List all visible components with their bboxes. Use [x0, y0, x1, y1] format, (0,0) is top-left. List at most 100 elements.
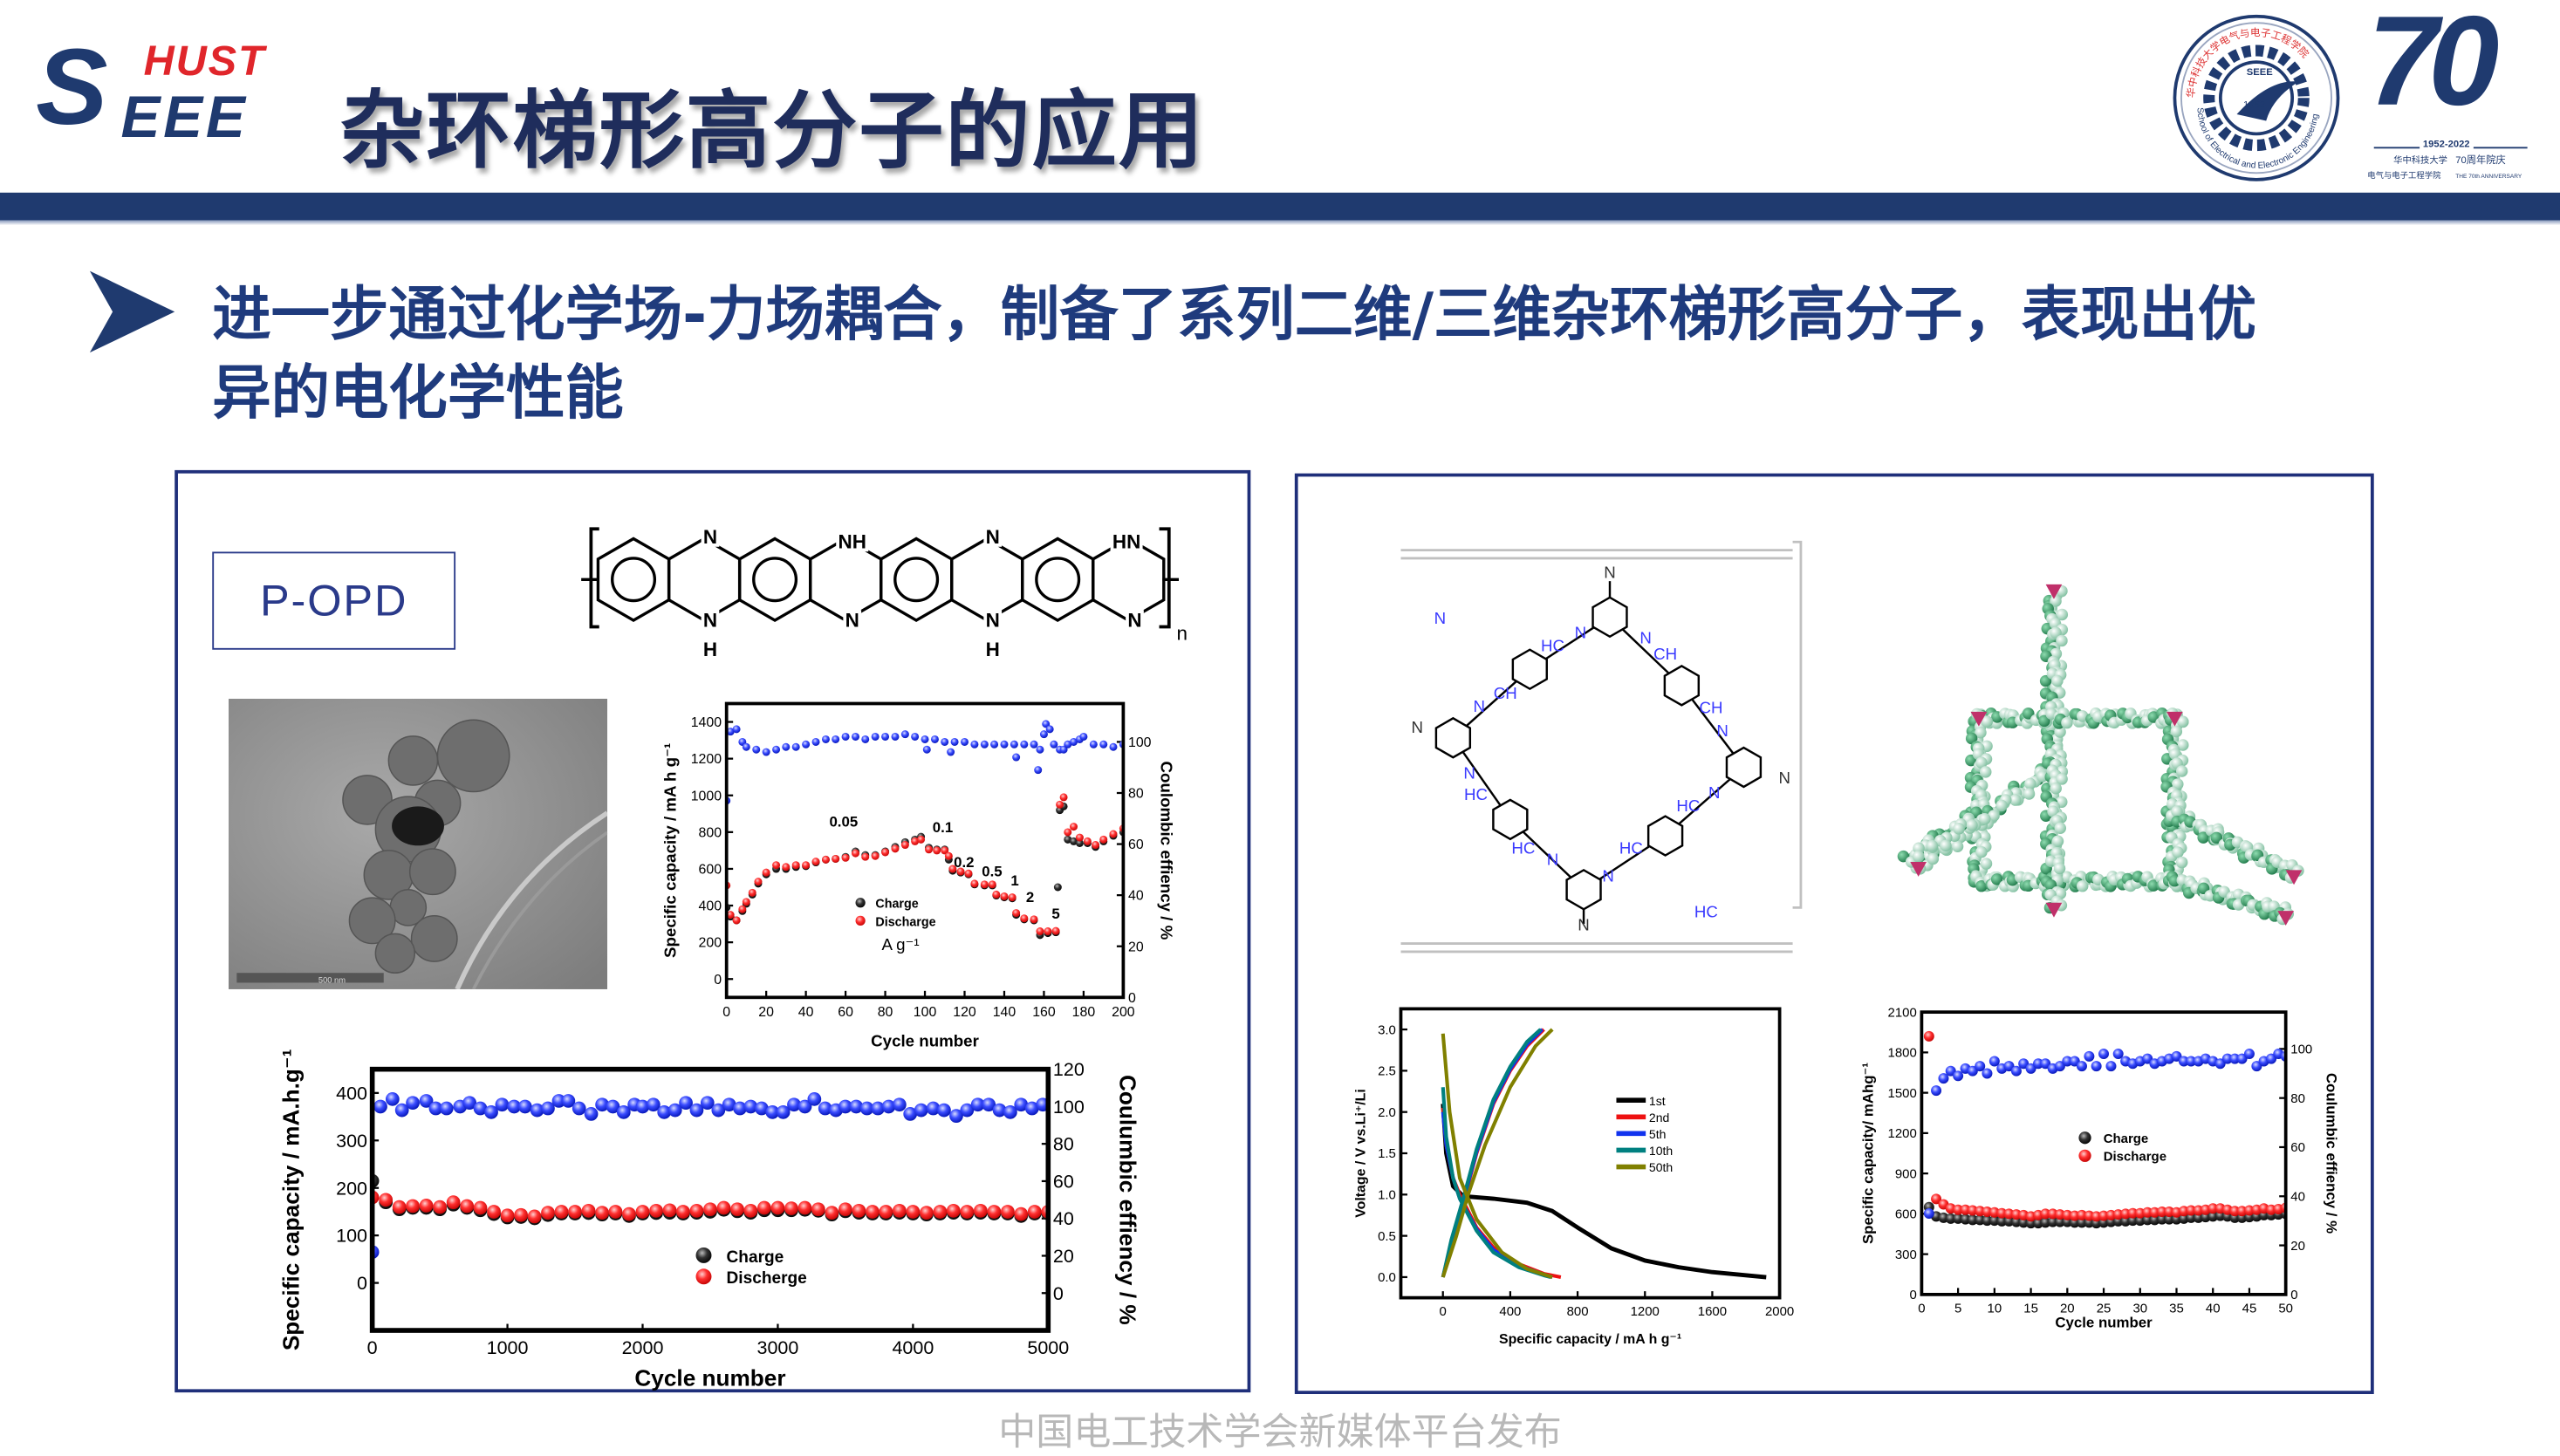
- anniversary-years: 1952-2022: [2420, 140, 2474, 153]
- atom: [2171, 805, 2183, 817]
- x-tick-label: 2000: [1765, 1304, 1794, 1319]
- data-point-charge: [2186, 1212, 2197, 1223]
- data-point-discharge: [1064, 828, 1072, 837]
- atom: [1975, 879, 1988, 892]
- data-point-discherge: [730, 1202, 744, 1217]
- data-point-discharge: [1000, 892, 1009, 900]
- x-tick-label: 1600: [1698, 1304, 1727, 1319]
- y2-tick-label: 120: [1053, 1059, 1085, 1080]
- atom-label: HC: [1619, 839, 1643, 858]
- atom: [2175, 765, 2188, 777]
- data-point-discherge: [1014, 1206, 1029, 1221]
- data-point-discharge: [1036, 927, 1044, 936]
- atom: [2051, 674, 2064, 687]
- atom: [2038, 714, 2050, 728]
- benzene-ring: [1591, 596, 1628, 639]
- atom-label: N: [1778, 769, 1790, 787]
- data-point-coulombic-efficiency: [679, 1096, 693, 1111]
- atom-label: N: [1578, 916, 1590, 934]
- y2-tick-label: 100: [1128, 735, 1152, 750]
- data-point-coulombic-efficiency: [2186, 1056, 2197, 1067]
- benzene-ring: [1646, 815, 1684, 857]
- data-point-discherge: [622, 1206, 636, 1221]
- chart-2: 0 400 800 1200 1600 2000 0.0 0.5 1.0 1.5 2.0 2.5 3.0…: [1353, 1007, 1794, 1347]
- data-point-coulombic-efficiency: [1014, 1097, 1029, 1112]
- x-tick-label: 80: [878, 1005, 893, 1020]
- y2-tick-label: 40: [1128, 889, 1144, 904]
- data-point-discherge: [392, 1200, 407, 1214]
- data-point-coulombic-efficiency: [2178, 1056, 2189, 1067]
- polymer-structure: N NH N HN N N N N H H n: [581, 523, 1188, 660]
- data-point-discharge: [980, 880, 989, 889]
- data-point-coulombic-efficiency: [950, 737, 959, 746]
- data-point-coulombic-efficiency: [1975, 1061, 1986, 1072]
- atom-label: N: [845, 610, 859, 632]
- atom-label: CH: [1494, 684, 1517, 702]
- atom-label: N: [703, 526, 717, 548]
- data-point-coulombic-efficiency: [473, 1101, 488, 1116]
- x-tick-label: 200: [1112, 1005, 1135, 1020]
- atom-label: N: [1547, 851, 1559, 869]
- data-point-discharge: [1044, 927, 1052, 936]
- atom: [2056, 608, 2069, 621]
- data-point-coulombic-efficiency: [982, 1097, 996, 1112]
- data-point-coulombic-efficiency: [1064, 740, 1072, 749]
- x-tick-label: 15: [2023, 1301, 2038, 1316]
- x-tick-label: 0: [1440, 1304, 1447, 1319]
- data-point-coulombic-efficiency: [961, 737, 969, 746]
- atom: [2210, 831, 2223, 844]
- data-point-discharge: [2142, 1206, 2153, 1218]
- data-point-discharge: [1109, 830, 1118, 838]
- x-tick-label: 35: [2169, 1301, 2184, 1316]
- data-point-discharge: [1092, 841, 1100, 850]
- data-point-coulombic-efficiency: [941, 737, 949, 746]
- data-point-discherge: [892, 1204, 907, 1218]
- atom: [2061, 716, 2073, 729]
- atom: [2172, 846, 2184, 858]
- legend-marker: [855, 915, 866, 926]
- legend-label: 10th: [1649, 1144, 1673, 1158]
- data-point-coulombic-efficiency: [1030, 740, 1038, 749]
- data-point-coulombic-efficiency: [726, 728, 735, 736]
- y2-tick-label: 60: [2290, 1140, 2305, 1155]
- y-tick-label: 400: [699, 899, 722, 914]
- data-point-coulombic-efficiency: [584, 1107, 599, 1121]
- data-point-coulombic-efficiency: [881, 732, 890, 741]
- atom: [1995, 799, 2008, 812]
- tem-scale-bar: 500 nm: [318, 975, 346, 984]
- data-point-coulombic-efficiency: [926, 1101, 941, 1116]
- data-point-coulombic-efficiency: [922, 745, 931, 754]
- plot-area: [726, 720, 1124, 940]
- data-point-discherge: [527, 1209, 542, 1224]
- plot-frame: [1399, 1007, 1782, 1300]
- data-point-discharge: [1931, 1193, 1942, 1205]
- y2-tick-label: 100: [1053, 1097, 1085, 1118]
- data-point-discharge: [1083, 837, 1092, 845]
- data-point-coulombic-efficiency: [2221, 1053, 2233, 1064]
- rate-annotation: 1: [1010, 872, 1018, 889]
- data-point-coulombic-efficiency: [1036, 1097, 1049, 1112]
- data-point-discherge: [554, 1205, 569, 1219]
- aromatic-ring: [893, 557, 940, 603]
- data-point-discharge: [748, 888, 756, 897]
- data-point-discharge: [970, 879, 979, 888]
- y-axis-label: Specific capacity/ mAhg⁻¹: [1859, 1063, 1876, 1244]
- y-tick-label: 1500: [1888, 1086, 1917, 1101]
- data-point-coulombic-efficiency: [541, 1101, 555, 1116]
- x-tick-label: 0: [1918, 1301, 1925, 1316]
- data-point-coulombic-efficiency: [733, 1101, 747, 1116]
- data-point-coulombic-efficiency: [841, 732, 850, 741]
- aromatic-ring: [1035, 557, 1081, 603]
- data-point-coulombic-efficiency: [881, 1099, 896, 1114]
- data-point-coulombic-efficiency: [1003, 1104, 1017, 1119]
- data-point-discherge: [541, 1206, 555, 1220]
- data-point-coulombic-efficiency: [2018, 1058, 2030, 1070]
- y2-tick-label: 80: [1053, 1134, 1074, 1155]
- data-point-discharge: [1030, 915, 1038, 924]
- data-point-coulombic-efficiency: [595, 1097, 609, 1112]
- data-point-coulombic-efficiency: [772, 745, 781, 754]
- data-point-discherge: [866, 1205, 880, 1219]
- atom-label: N: [986, 526, 1000, 548]
- legend-label: 2nd: [1649, 1111, 1669, 1124]
